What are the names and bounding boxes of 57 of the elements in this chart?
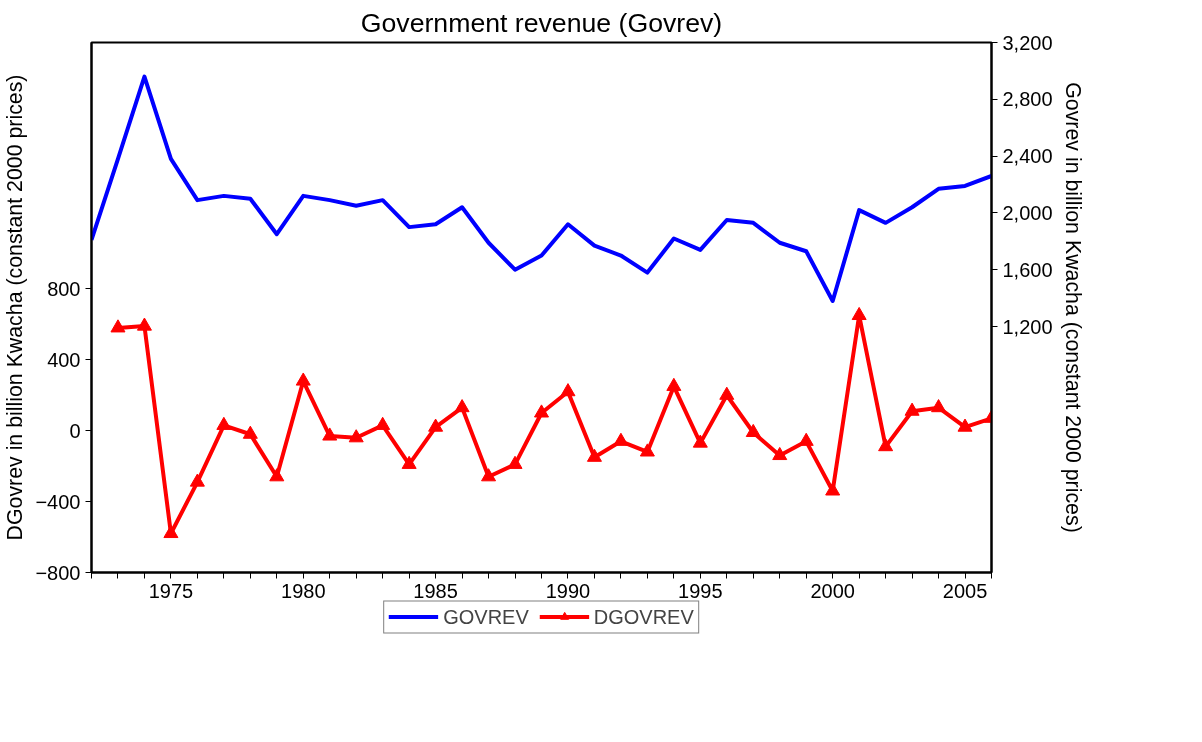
point: [163, 524, 179, 539]
legend-label: DGOVREV: [593, 605, 694, 628]
y-axis-title: DGovrev in billion Kwacha (constant 2000 prices): [3, 74, 28, 541]
point: [295, 372, 311, 386]
point: [851, 306, 867, 321]
y2-tick-label: 2,000: [1002, 201, 1053, 224]
y2-tick-label: 2,400: [1002, 145, 1053, 168]
y-tick-label: 800: [47, 277, 81, 300]
chart-title: Government revenue (Govrev): [360, 7, 723, 38]
y-tick-label: −400: [35, 490, 81, 513]
x-tick-label: 2005: [942, 579, 988, 602]
point: [136, 317, 152, 331]
x-tick-label: 1985: [413, 579, 458, 602]
legend-label: GOVREV: [443, 605, 529, 628]
x-tick-label: 2000: [810, 579, 855, 602]
y2-tick-label: 3,200: [1002, 31, 1053, 54]
point: [825, 482, 841, 496]
x-tick-label: 1975: [148, 579, 194, 602]
point: [745, 423, 761, 438]
point: [719, 386, 735, 400]
x-tick-label: 1980: [281, 579, 326, 602]
point: [772, 446, 788, 461]
point: [878, 438, 894, 452]
point: [904, 402, 920, 416]
point: [216, 416, 232, 430]
y2-tick-label: 1,600: [1002, 258, 1053, 281]
y2-axis-title: Govrev in billion Kwacha (constant 2000 prices): [1060, 82, 1085, 533]
point: [957, 418, 973, 432]
y-tick-label: −800: [35, 561, 81, 584]
line-series: [91, 74, 992, 303]
point: [507, 455, 523, 469]
point: [322, 427, 338, 441]
point: [481, 468, 497, 482]
point: [269, 468, 285, 482]
point: [189, 473, 205, 487]
x-tick-label: 1990: [545, 579, 591, 602]
x-tick-label: 1995: [678, 579, 723, 602]
y2-tick-label: 1,200: [1002, 315, 1053, 338]
y-tick-label: 400: [47, 348, 81, 371]
y-tick-label: 0: [69, 419, 81, 442]
point: [692, 434, 708, 448]
point: [110, 319, 126, 333]
point: [375, 416, 391, 430]
point: [428, 418, 444, 432]
point: [798, 432, 814, 446]
point: [348, 429, 364, 443]
point: [586, 448, 602, 462]
point: [454, 399, 470, 413]
point: [639, 443, 655, 457]
point: [401, 455, 417, 469]
point: [242, 425, 258, 439]
point: [534, 404, 549, 418]
point: [560, 383, 576, 397]
point: [613, 432, 629, 446]
y2-tick-label: 2,800: [1002, 88, 1053, 111]
point: [666, 377, 682, 391]
point: [931, 399, 947, 413]
